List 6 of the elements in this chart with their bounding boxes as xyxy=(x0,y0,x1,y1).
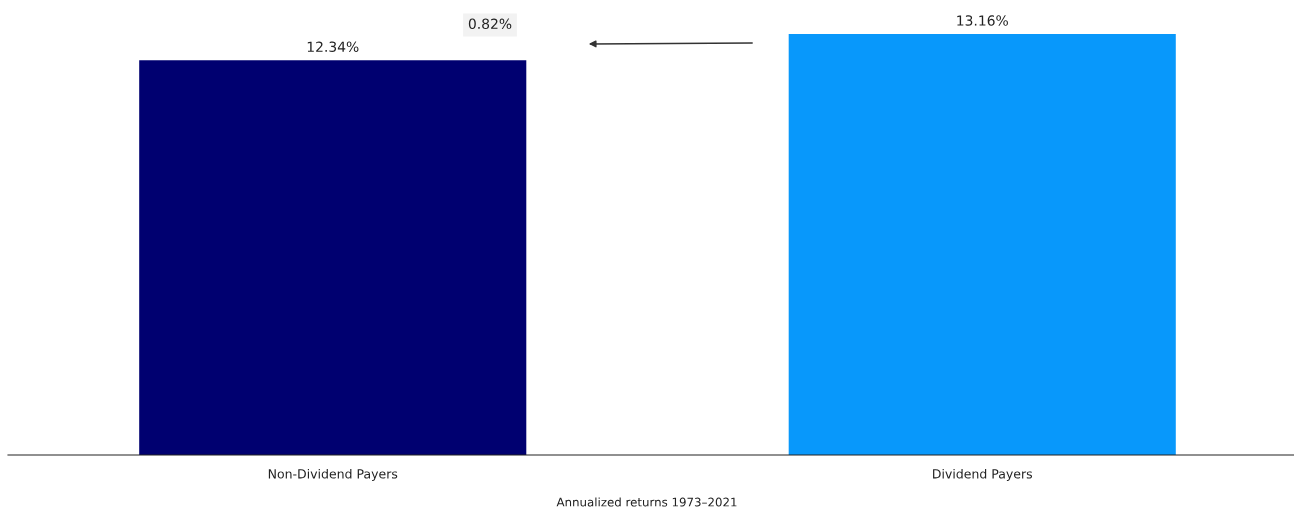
x-tick-label: Non-Dividend Payers xyxy=(268,468,398,481)
data-label: 13.16% xyxy=(957,15,1008,26)
text: 0.82% xyxy=(468,18,512,30)
data-label: 12.34% xyxy=(307,41,359,52)
x-tick-label: Dividend Payers xyxy=(933,468,1033,481)
x-axis-title: Annualized returns 1973–2021 xyxy=(556,497,737,507)
